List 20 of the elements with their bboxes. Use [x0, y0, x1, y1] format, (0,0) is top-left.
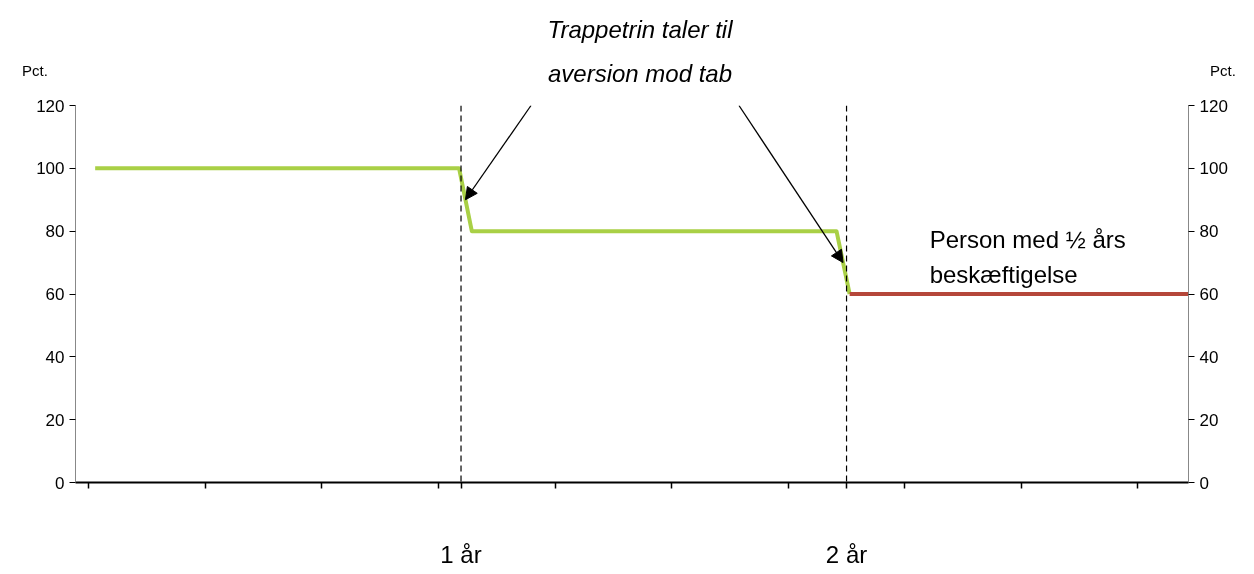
y2-tick-label: 60 [1199, 285, 1219, 304]
y2-tick-label: 120 [1199, 96, 1228, 116]
y2-tick-label: 80 [1199, 222, 1219, 242]
x-tick-label: 1 år [440, 540, 482, 568]
y2-tick-label: 20 [1199, 410, 1219, 430]
y-tick-label: 20 [45, 410, 65, 430]
y2-tick-label: 100 [1199, 159, 1228, 179]
y-tick-label: 120 [36, 96, 65, 116]
y2-tick-label: 40 [1199, 347, 1219, 367]
y-tick-label: 60 [45, 285, 65, 304]
y-axis-title: Pct. [22, 61, 48, 81]
series-label: Person med ½ års beskæftigelse [929, 225, 1126, 288]
y-tick-label: 40 [45, 347, 65, 367]
y-tick-label: 80 [45, 222, 65, 242]
y-tick-label: 100 [36, 159, 65, 179]
y2-axis-title: Pct. [1210, 61, 1236, 81]
y2-tick-label: 0 [1199, 473, 1209, 493]
annotation: Trappetrin taler til aversion mod tab [546, 15, 734, 89]
x-tick-label: 2 år [825, 540, 868, 568]
y-tick-label: 0 [55, 473, 65, 493]
